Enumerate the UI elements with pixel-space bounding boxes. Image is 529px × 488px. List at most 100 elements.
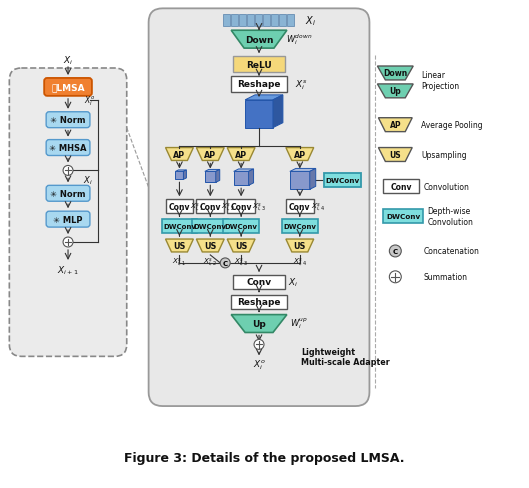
Text: Conv: Conv — [247, 278, 271, 286]
Text: 🔥LMSA: 🔥LMSA — [51, 83, 85, 92]
Polygon shape — [377, 85, 413, 99]
Text: $X_i^o$: $X_i^o$ — [84, 94, 96, 107]
Text: Average Pooling: Average Pooling — [421, 121, 483, 130]
Polygon shape — [286, 240, 314, 252]
Text: US: US — [294, 242, 306, 251]
Polygon shape — [216, 170, 220, 183]
Bar — [231, 295, 287, 309]
Circle shape — [389, 245, 402, 257]
Polygon shape — [166, 148, 194, 161]
Text: Convolution: Convolution — [423, 183, 469, 191]
Bar — [223, 15, 230, 27]
Text: ✳ MLP: ✳ MLP — [53, 215, 83, 224]
Circle shape — [254, 340, 264, 350]
Text: AP: AP — [174, 151, 186, 160]
Text: AP: AP — [235, 151, 247, 160]
Text: Reshape: Reshape — [238, 298, 281, 306]
Circle shape — [63, 238, 73, 247]
Text: Conv: Conv — [289, 203, 311, 211]
Text: Summation: Summation — [423, 273, 467, 282]
Text: US: US — [389, 151, 401, 160]
Text: DWConv: DWConv — [225, 224, 258, 230]
Polygon shape — [290, 169, 316, 172]
Text: DWConv: DWConv — [386, 214, 421, 220]
Bar — [223, 220, 259, 234]
Circle shape — [220, 258, 230, 268]
Polygon shape — [245, 96, 283, 101]
Text: Concatenation: Concatenation — [423, 247, 479, 256]
Polygon shape — [166, 240, 194, 252]
Text: Upsampling: Upsampling — [421, 151, 467, 160]
Text: Down: Down — [383, 69, 407, 78]
Circle shape — [63, 166, 73, 176]
Text: AP: AP — [294, 151, 306, 160]
Text: Conv: Conv — [199, 203, 221, 211]
Polygon shape — [196, 240, 224, 252]
Text: Depth-wise
Convolution: Depth-wise Convolution — [427, 207, 473, 226]
FancyBboxPatch shape — [149, 9, 369, 406]
FancyBboxPatch shape — [46, 186, 90, 202]
Text: ✳ Norm: ✳ Norm — [50, 116, 86, 125]
Bar — [231, 77, 287, 93]
Text: $X_{i,4}^s$: $X_{i,4}^s$ — [311, 201, 325, 213]
Bar — [233, 57, 285, 73]
Polygon shape — [176, 171, 186, 172]
Polygon shape — [378, 148, 412, 162]
Text: DWConv: DWConv — [163, 224, 196, 230]
Polygon shape — [231, 315, 287, 333]
Polygon shape — [184, 171, 186, 180]
Text: AP: AP — [204, 151, 216, 160]
Polygon shape — [234, 169, 253, 172]
Bar — [231, 15, 238, 27]
Polygon shape — [205, 170, 220, 172]
Bar — [161, 220, 197, 234]
Text: DWConv: DWConv — [194, 224, 227, 230]
Text: C: C — [223, 261, 228, 266]
Text: $X_{i,1}^s$: $X_{i,1}^s$ — [172, 256, 186, 267]
Text: DWConv: DWConv — [284, 224, 316, 230]
Text: AP: AP — [389, 121, 401, 130]
Text: Conv: Conv — [230, 203, 252, 211]
Polygon shape — [227, 240, 255, 252]
Bar — [384, 210, 423, 224]
Circle shape — [389, 271, 402, 283]
FancyBboxPatch shape — [46, 113, 90, 128]
Text: $X_{i,3}^s$: $X_{i,3}^s$ — [252, 201, 266, 213]
Bar — [245, 101, 273, 128]
FancyBboxPatch shape — [44, 79, 92, 97]
Polygon shape — [273, 96, 283, 128]
Text: Down: Down — [245, 36, 273, 44]
Text: Up: Up — [252, 319, 266, 328]
Bar — [287, 15, 294, 27]
Text: $X_i$: $X_i$ — [288, 276, 298, 288]
Text: $X_{i,4}^s$: $X_{i,4}^s$ — [293, 256, 307, 267]
Text: $X_i^o$: $X_i^o$ — [253, 358, 266, 371]
Text: Conv: Conv — [169, 203, 190, 211]
Text: $X_i$: $X_i$ — [63, 55, 73, 67]
Text: Linear
Projection: Linear Projection — [421, 71, 459, 90]
Polygon shape — [378, 119, 412, 132]
Bar — [176, 172, 184, 180]
Bar — [205, 172, 216, 183]
Text: Conv: Conv — [390, 183, 412, 191]
Bar — [263, 15, 270, 27]
Text: Figure 3: Details of the proposed LMSA.: Figure 3: Details of the proposed LMSA. — [124, 451, 404, 464]
Bar — [196, 200, 224, 214]
Bar — [233, 275, 285, 289]
Text: $X_{i,2}^s$: $X_{i,2}^s$ — [203, 256, 217, 267]
Text: ReLU: ReLU — [246, 61, 272, 69]
Text: ✳ Norm: ✳ Norm — [50, 189, 86, 199]
Polygon shape — [286, 148, 314, 161]
Bar — [166, 200, 194, 214]
Bar — [290, 172, 310, 190]
Bar — [384, 180, 419, 194]
Bar — [193, 220, 228, 234]
Bar — [282, 220, 318, 234]
Text: Up: Up — [389, 87, 401, 96]
FancyBboxPatch shape — [46, 141, 90, 156]
Text: $X_{i+1}$: $X_{i+1}$ — [57, 264, 79, 277]
Text: $X_i$: $X_i$ — [83, 174, 93, 186]
Text: DWConv: DWConv — [325, 178, 360, 184]
Text: $X_{i,2}^s$: $X_{i,2}^s$ — [221, 201, 235, 213]
Text: $X_{i,1}^s$: $X_{i,1}^s$ — [190, 201, 204, 213]
